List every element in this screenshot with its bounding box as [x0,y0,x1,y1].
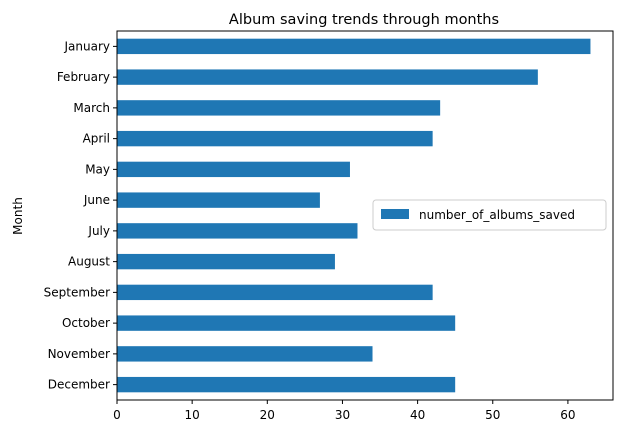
y-tick-label: November [48,347,110,361]
legend-label: number_of_albums_saved [419,208,575,222]
bar-october [117,315,456,331]
y-tick-label: May [85,162,110,176]
y-axis-label: Month [11,197,25,235]
y-tick-label: March [73,101,110,115]
bar-march [117,100,441,116]
x-tick-label: 20 [260,408,275,422]
bar-april [117,130,433,147]
bar-november [117,346,373,362]
x-ticks-group: 0 10 20 30 40 50 60 [113,400,576,422]
y-tick-label: December [48,378,110,392]
bar-may [117,161,350,178]
bars-group [117,38,591,393]
legend-swatch [381,209,409,219]
bar-september [117,284,433,301]
y-ticks-group: January February March April May June July Augu… [44,39,117,392]
x-tick-label: 40 [410,408,425,422]
legend: number_of_albums_saved [372,199,607,231]
y-tick-label: April [83,132,110,146]
y-tick-label: February [57,70,110,84]
y-tick-label: June [83,193,110,207]
bar-january [117,38,591,55]
x-tick-label: 0 [113,408,121,422]
bar-december [117,376,456,393]
y-tick-label: October [62,316,110,330]
bar-july [117,223,358,239]
bar-august [117,253,335,270]
legend-box [372,199,607,231]
bar-february [117,69,538,85]
y-tick-label: January [64,39,111,53]
y-tick-label: September [44,285,110,299]
x-tick-label: 60 [560,408,575,422]
x-tick-label: 30 [335,408,350,422]
y-tick-label: July [87,224,110,238]
chart-title: Album saving trends through months [229,12,499,28]
y-tick-label: August [68,255,110,269]
bar-june [117,192,320,208]
x-tick-label: 50 [485,408,500,422]
plot-frame [116,30,614,401]
x-tick-label: 10 [185,408,200,422]
